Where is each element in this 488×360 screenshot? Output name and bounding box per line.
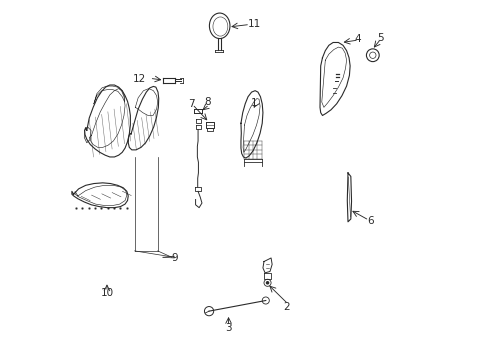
Text: 10: 10 (100, 288, 113, 298)
Text: 3: 3 (225, 323, 231, 333)
Text: 4: 4 (354, 34, 361, 44)
Text: 6: 6 (366, 216, 373, 226)
Text: 2: 2 (283, 302, 290, 312)
Text: 9: 9 (171, 253, 177, 263)
Circle shape (265, 281, 269, 284)
Text: 11: 11 (247, 19, 261, 29)
Text: 7: 7 (188, 99, 194, 109)
Text: 5: 5 (377, 32, 383, 42)
Text: 1: 1 (251, 98, 257, 108)
Text: 12: 12 (132, 74, 145, 84)
Text: 8: 8 (203, 97, 210, 107)
